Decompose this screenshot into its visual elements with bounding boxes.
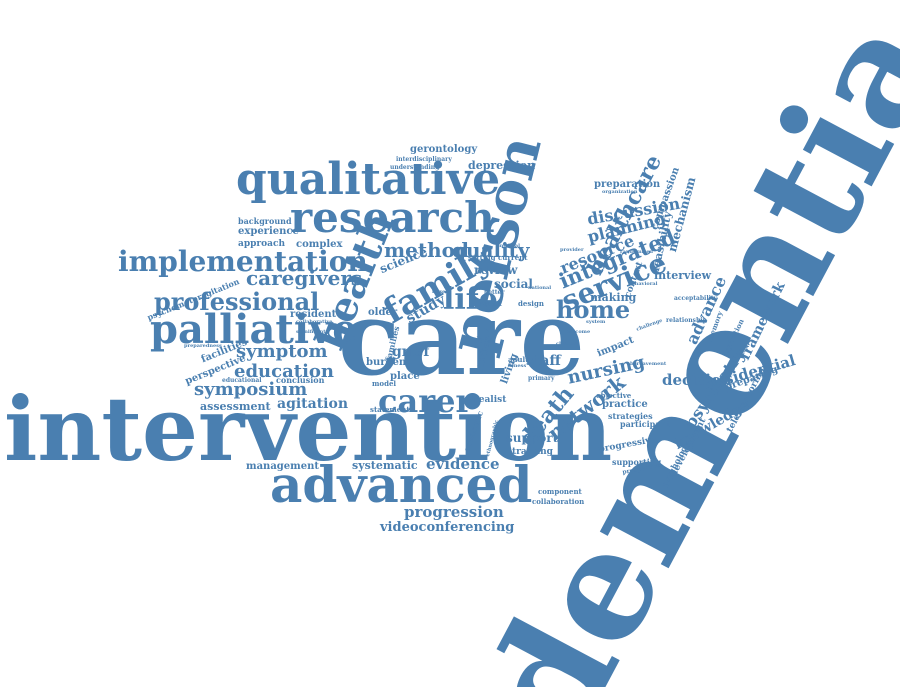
word-systematic: systematic [352,459,418,472]
word-educational: educational [222,377,262,384]
word-adult: adult [508,355,529,364]
word-depression: depression [468,159,536,172]
word-primary: primary [528,375,555,382]
word-significant: significant [296,329,326,335]
word-carer: carer [378,382,473,420]
word-component: component [538,487,582,496]
word-older: older [368,307,398,318]
word-social: social [494,277,533,291]
word-support: support [506,431,559,445]
word-gerontology: gerontology [410,144,478,155]
word-caregivers: caregivers [246,266,363,290]
word-randomized: randomized [620,249,654,255]
word-mixed: mixed [432,289,449,295]
word-management: management [246,461,319,472]
word-making: making [590,291,637,304]
word-current: current [498,253,528,262]
word-relationship: relationship [666,317,707,324]
word-data: data [474,335,494,345]
word-professional: professional [154,287,320,316]
word-qualitative: qualitative [236,154,501,205]
word-strategies: strategies [608,411,653,421]
word-collaboration: collaboration [532,497,585,506]
word-interdisciplinary: interdisciplinary [396,156,452,163]
word-progression: progression [404,503,504,521]
word-background: background [238,216,292,226]
word-behavioral: behavioral [628,281,658,287]
word-objective: objective [596,391,632,400]
word-research: research [290,193,495,242]
word-grief: grief [392,344,430,360]
word-provider: provider [560,247,584,253]
word-agitation: agitation [277,396,349,412]
word-model: model [372,379,397,388]
word-palliative: palliative [150,306,358,353]
word-medical: medical [498,243,521,249]
word-decision: decision [662,371,732,389]
word-burden: burden [366,357,407,368]
word-experience: experience [238,226,299,237]
word-practice: practice [602,399,648,410]
word-organization: organization [602,189,638,195]
word-participant: participant [620,419,670,429]
word-intervention: intervention [4,377,613,481]
word-videoconferencing: videoconferencing [380,520,515,535]
word-place: place [390,371,420,382]
word-illness: illness [508,363,527,369]
word-care: care [338,279,585,399]
word-method: method [384,238,469,262]
word-better: better [484,289,505,296]
word-understanding: understanding [390,164,440,171]
word-resident: resident [290,309,337,320]
word-complex: complex [296,239,343,250]
word-preparation: preparation [594,179,661,190]
word-design: design [518,299,544,308]
word-clinical: clinical [556,341,577,347]
word-approach: approach [238,239,286,249]
word-advanced: advanced [270,455,533,514]
word-outcome: outcome [566,329,591,335]
word-national: national [528,285,552,291]
word-cohort: cohort [480,301,502,308]
word-staff: staff [526,353,561,369]
word-conclusion: conclusion [276,375,325,385]
word-setting: setting [468,253,496,262]
word-quality: quality [452,238,530,262]
word-implementation: implementation [118,245,368,278]
word-home: home [556,295,631,324]
word-review: review [474,263,518,277]
word-bereavement: bereavement [630,361,667,367]
word-symposium: symposium [194,379,308,400]
word-training: training [512,447,553,457]
word-preparedness: preparedness [184,343,222,349]
word-education: education [234,361,334,382]
word-system: system [586,319,606,325]
word-symptom: symptom [236,341,328,362]
word-assessment: assessment [200,400,271,413]
word-realist: realist [474,395,507,405]
word-evidence: evidence [426,455,500,473]
word-collaborative: collaborative [296,319,333,325]
word-acceptability: acceptability [674,295,718,302]
word-supporting: supporting [612,457,662,467]
word-life: life [443,282,498,317]
word-interview: interview [654,269,712,282]
word-statement: statement [370,405,410,414]
